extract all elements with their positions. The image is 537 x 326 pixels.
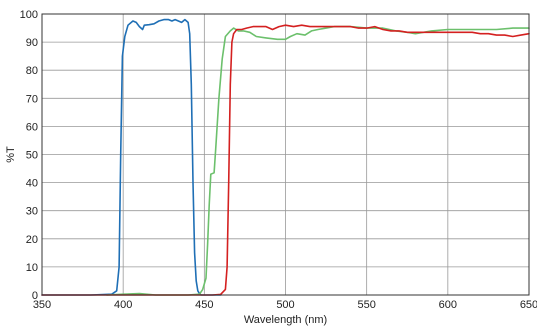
x-axis-label: Wavelength (nm): [244, 314, 327, 326]
series-line-1: [41, 18, 222, 296]
y-tick-label: 10: [26, 262, 38, 274]
x-tick-label: 350: [33, 299, 51, 311]
y-tick-label: 100: [20, 9, 38, 21]
y-tick-label: 40: [26, 178, 38, 190]
y-axis-label: %T: [5, 146, 17, 163]
y-tick-label: 20: [26, 234, 38, 246]
grid: [41, 13, 530, 296]
x-tick-label: 650: [520, 299, 537, 311]
series-layer: [41, 18, 530, 296]
x-tick-label: 550: [357, 299, 375, 311]
tick-labels: 350 400 450 500 550 600 650 0 10 20 30 40 50 60 70 80 90…: [20, 9, 537, 311]
x-tick-label: 400: [114, 299, 132, 311]
y-tick-label: 0: [32, 290, 38, 302]
y-tick-label: 70: [26, 93, 38, 105]
y-tick-label: 60: [26, 121, 38, 133]
series-line-2: [106, 25, 530, 296]
x-tick-label: 500: [276, 299, 294, 311]
y-tick-label: 30: [26, 206, 38, 218]
x-tick-label: 450: [195, 299, 213, 311]
y-tick-label: 50: [26, 150, 38, 162]
y-tick-label: 80: [26, 65, 38, 77]
x-tick-label: 600: [439, 299, 457, 311]
series-line-3: [41, 24, 530, 296]
y-tick-label: 90: [26, 37, 38, 49]
plot-frame: [41, 13, 530, 296]
